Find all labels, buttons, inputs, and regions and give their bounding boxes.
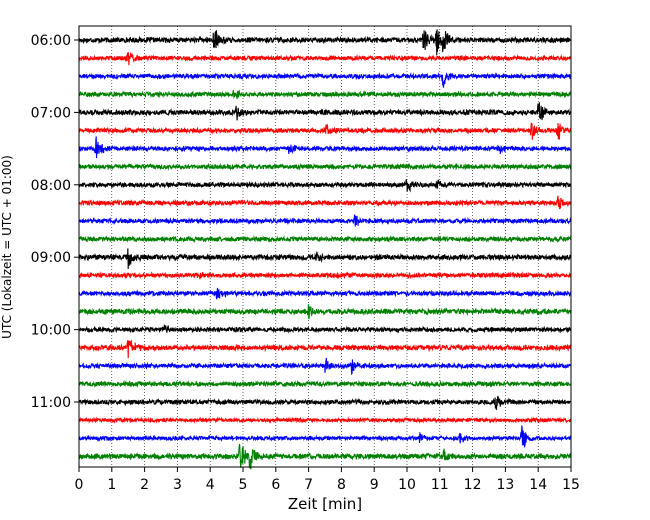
x-tick-label: 0 <box>75 477 84 493</box>
x-tick-label: 1 <box>107 477 116 493</box>
trace-1145 <box>78 443 572 470</box>
x-tick-label: 7 <box>304 477 313 493</box>
x-tick-label: 4 <box>206 477 215 493</box>
trace-0945 <box>78 304 572 320</box>
trace-0615 <box>78 52 572 66</box>
trace-0745 <box>78 162 572 171</box>
y-axis-title: UTC (Lokalzeit = UTC + 01:00) <box>0 155 14 339</box>
x-tick-label: 3 <box>173 477 182 493</box>
trace-0800 <box>78 179 572 193</box>
plot-frame <box>78 25 572 468</box>
x-tick-label: 11 <box>431 477 449 493</box>
trace-0900 <box>78 248 572 269</box>
x-tick-label: 13 <box>496 477 514 493</box>
trace-0645 <box>78 89 572 99</box>
plot-background <box>79 26 571 467</box>
y-tick-label: 06:00 <box>31 33 71 49</box>
trace-0830 <box>78 214 572 227</box>
y-tick-label: 09:00 <box>31 250 71 266</box>
trace-1030 <box>78 357 572 376</box>
y-tick-label: 07:00 <box>31 105 71 121</box>
x-tick-label: 14 <box>529 477 547 493</box>
trace-1015 <box>78 339 572 359</box>
x-tick-label: 8 <box>337 477 346 493</box>
trace-0915 <box>78 271 572 280</box>
trace-1045 <box>78 379 572 389</box>
x-axis-ticks: 0 1 2 3 4 5 6 7 8 9 10 11 12 13 14 15 <box>75 467 580 493</box>
trace-0630 <box>78 72 572 88</box>
trace-1130 <box>78 425 572 449</box>
x-tick-label: 9 <box>370 477 379 493</box>
x-tick-label: 5 <box>239 477 248 493</box>
x-tick-label: 6 <box>271 477 280 493</box>
trace-0815 <box>78 195 572 210</box>
x-tick-label: 12 <box>464 477 482 493</box>
trace-1100 <box>78 395 572 410</box>
trace-0715 <box>78 122 572 140</box>
x-tick-label: 15 <box>562 477 580 493</box>
x-axis-title: Zeit [min] <box>288 495 362 513</box>
x-tick-label: 10 <box>398 477 416 493</box>
trace-1115 <box>78 416 572 424</box>
seismogram-traces <box>78 29 572 470</box>
y-tick-label: 10:00 <box>31 323 71 339</box>
trace-0600 <box>78 29 572 56</box>
trace-0700 <box>78 102 572 121</box>
y-tick-label: 08:00 <box>31 178 71 194</box>
trace-0845 <box>78 234 572 244</box>
trace-0930 <box>78 287 572 300</box>
trace-0730 <box>78 136 572 159</box>
y-tick-label: 11:00 <box>31 395 71 411</box>
trace-1000 <box>78 324 572 334</box>
y-axis-ticks: 06:00 07:00 08:00 09:00 10:00 11:00 <box>31 33 79 411</box>
x-tick-label: 2 <box>140 477 149 493</box>
